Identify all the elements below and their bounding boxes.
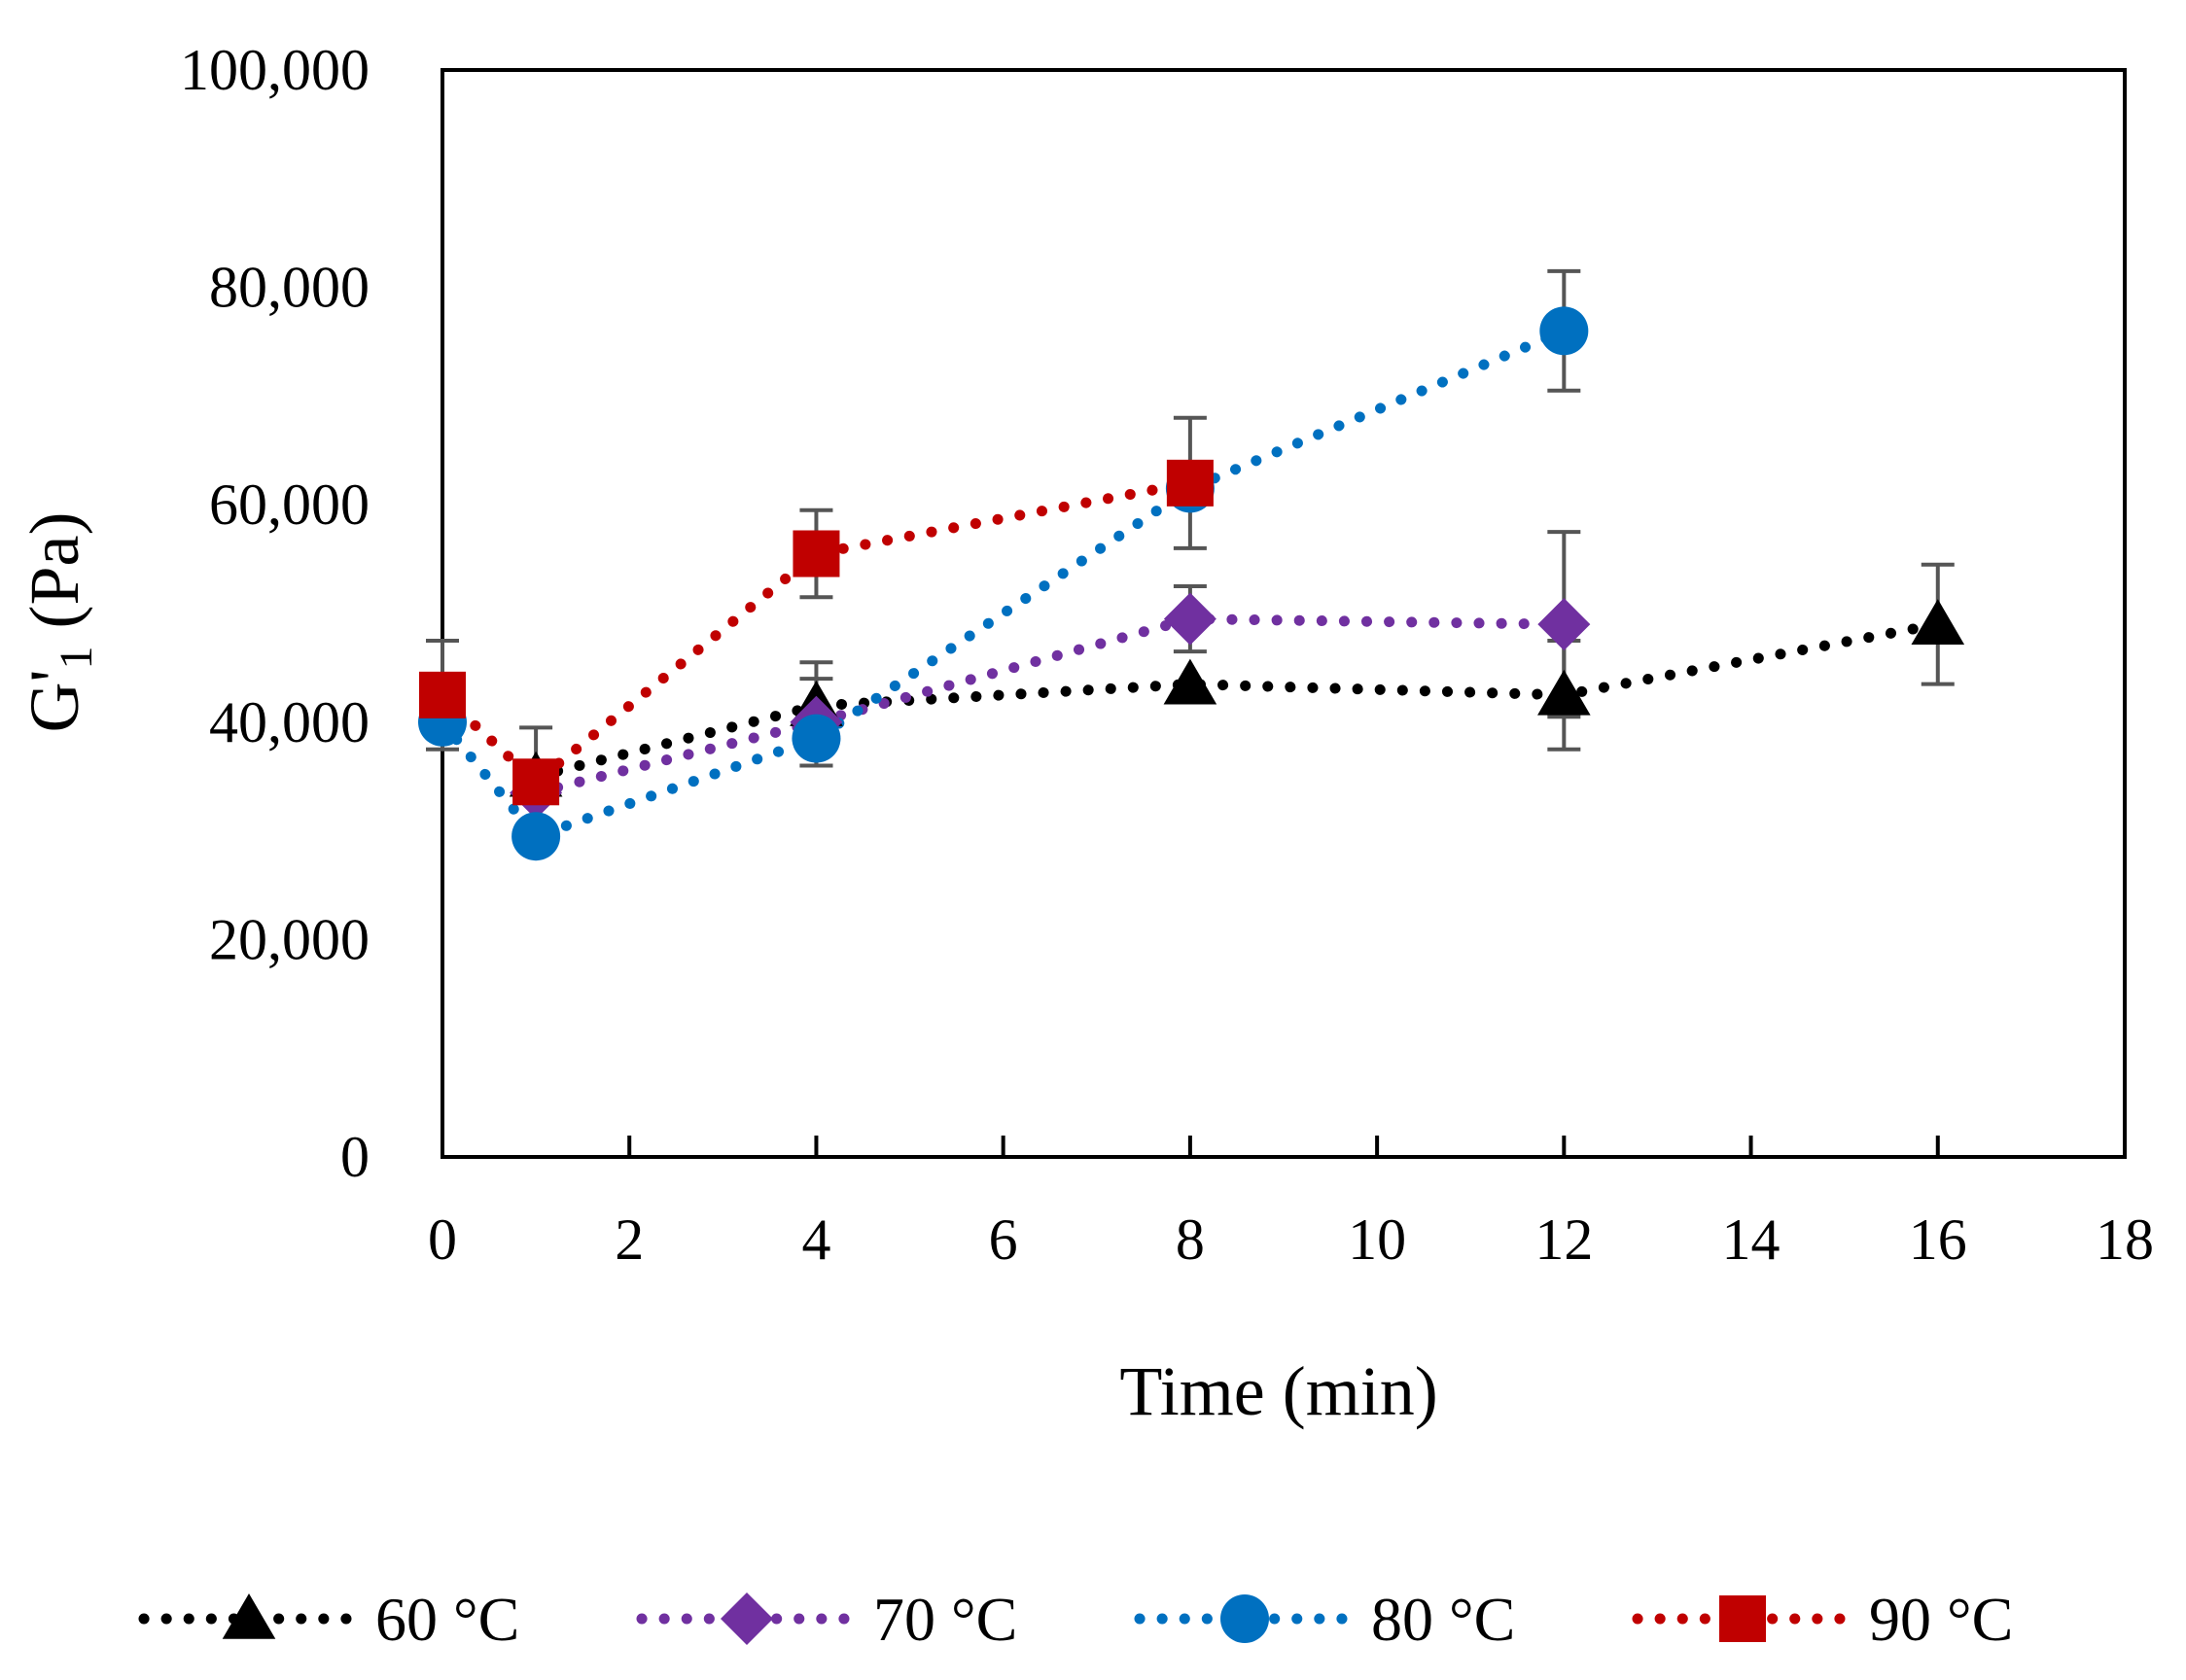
series-line-70c [530,613,1569,798]
series-line-80c [437,325,1569,843]
legend-label-90c: 90 °C [1869,1585,2013,1654]
legend-label-80c: 80 °C [1371,1585,1515,1654]
data-point-80c [792,714,841,763]
legend-label-70c: 70 °C [873,1585,1017,1654]
x-tick-label: 8 [1176,1208,1205,1272]
x-axis-title: Time (min) [1119,1352,1437,1430]
data-point-80c [511,812,561,861]
legend-marker-60c [222,1593,276,1639]
x-tick-label: 16 [1909,1208,1967,1272]
data-point-60c [1163,658,1217,705]
legend-marker-90c [1719,1595,1766,1642]
plot-frame [441,68,2127,1159]
data-point-90c [793,530,840,578]
x-tick-label: 14 [1722,1208,1781,1272]
series-lines [437,325,1944,843]
legend-marker-70c [721,1592,773,1645]
series-line-60c [530,618,1944,783]
y-axis-title-main: G' [16,669,93,732]
data-point-70c [1163,592,1216,646]
y-tick-label: 0 [340,1125,370,1189]
x-tick-label: 2 [615,1208,644,1272]
x-tick-label: 12 [1534,1208,1593,1272]
x-tick-label: 18 [2096,1208,2154,1272]
x-tick-label: 4 [801,1208,830,1272]
data-point-60c [1537,669,1591,716]
x-tick-label: 10 [1348,1208,1406,1272]
legend-label-60c: 60 °C [375,1585,519,1654]
data-point-70c [1537,598,1591,651]
data-point-60c [1911,599,1965,645]
axes [441,1136,2127,1157]
y-tick-label: 60,000 [209,472,370,537]
y-tick-label: 100,000 [180,38,370,102]
y-axis-title-unit: (Pa) [16,512,93,647]
x-tick-label: 0 [428,1208,457,1272]
data-point-80c [1539,306,1589,356]
y-tick-label: 20,000 [209,907,370,971]
plot-area [441,68,2127,1159]
data-point-90c [1166,459,1214,507]
y-axis-title-subscript: 1 [51,646,102,669]
error-bars [426,268,1955,839]
legend: 60 °C 70 °C 80 °C 90 °C [138,1585,2013,1654]
series-line-90c [437,477,1196,789]
y-tick-label: 80,000 [209,256,370,320]
tick-labels: 0 2 4 6 8 10 12 14 16 18 0 20,000 40,000 60,000 80,000… [180,38,2154,1272]
legend-marker-80c [1220,1594,1269,1643]
x-tick-label: 6 [989,1208,1018,1272]
y-axis-title: G'1 (Pa) [16,512,102,733]
series-markers [418,306,1965,861]
y-tick-label: 40,000 [209,690,370,754]
data-point-90c [419,671,466,718]
data-point-90c [512,758,560,806]
